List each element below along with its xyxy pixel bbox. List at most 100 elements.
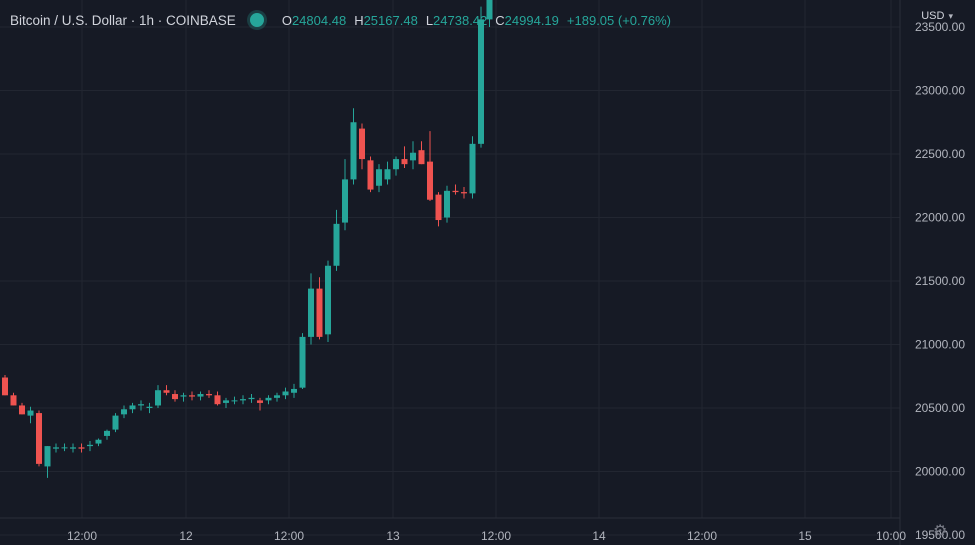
time-tick-label: 13: [386, 529, 400, 543]
candle-body: [214, 395, 221, 405]
candle: [282, 387, 289, 400]
candle-body: [367, 160, 374, 190]
candle: [299, 333, 306, 389]
candle-body: [223, 400, 229, 403]
low-key: L: [425, 12, 434, 28]
candle: [248, 394, 255, 403]
candle: [384, 161, 391, 185]
candle-body: [350, 122, 357, 180]
price-axis[interactable]: 19500.00 20000.00 20500.00 21000.00 21500.00…: [899, 0, 965, 545]
candle-body: [163, 390, 170, 393]
candle-body: [401, 159, 408, 165]
candle: [418, 141, 425, 165]
candle: [172, 390, 178, 402]
candle-body: [27, 410, 34, 416]
candle: [461, 187, 467, 199]
currency-label: USD: [921, 10, 945, 22]
currency-selector[interactable]: USD ▾: [921, 10, 953, 22]
candle: [163, 385, 170, 396]
time-tick-label: 12:00: [67, 529, 97, 543]
candle-body: [274, 395, 280, 398]
candle: [129, 402, 136, 414]
candle-body: [478, 19, 484, 144]
change-value: +189.05 (+0.76%): [566, 12, 671, 28]
candle-body: [316, 288, 323, 337]
symbol-title[interactable]: Bitcoin / U.S. Dollar · 1h · COINBASE: [10, 12, 236, 28]
time-tick-label: 12:00: [274, 529, 304, 543]
candle: [231, 396, 238, 405]
candle-body: [180, 395, 187, 397]
candle: [223, 397, 229, 408]
candle-body: [342, 179, 348, 223]
time-tick-label: 14: [592, 529, 606, 543]
candles: [2, 0, 493, 478]
candle: [410, 141, 416, 170]
live-dot-icon: [249, 13, 264, 27]
candle: [359, 123, 365, 170]
candle-body: [452, 190, 459, 193]
candle: [265, 395, 272, 405]
price-tick-label: 21500.00: [915, 274, 965, 288]
gear-icon[interactable]: ⚙: [933, 523, 948, 540]
candle-body: [172, 394, 178, 400]
candle-body: [10, 395, 17, 406]
candle-body: [444, 190, 450, 218]
candle-body: [299, 336, 306, 388]
candle-body: [87, 444, 93, 447]
candle-body: [486, 0, 493, 20]
candle: [197, 391, 204, 401]
candle: [2, 374, 8, 396]
candle: [10, 392, 17, 406]
candle-body: [384, 169, 391, 180]
candle-body: [265, 397, 272, 401]
candle: [316, 277, 323, 340]
candle-body: [53, 447, 59, 449]
candle-body: [78, 447, 85, 449]
candle: [189, 391, 195, 401]
candle: [452, 184, 459, 195]
candle-body: [44, 446, 51, 467]
time-axis[interactable]: 12:00 12 12:00 13 12:00 14 12:00 15 10:00: [0, 517, 906, 543]
chart-grid: [0, 0, 900, 536]
high-value: 25167.48: [363, 12, 418, 28]
candle: [350, 108, 357, 185]
price-tick-label: 21000.00: [915, 338, 965, 352]
candle: [333, 209, 340, 271]
time-tick-label: 12:00: [687, 529, 717, 543]
candle-body: [197, 394, 204, 397]
candle: [469, 136, 476, 199]
candle-body: [240, 399, 246, 401]
candle-body: [418, 150, 425, 165]
candle-body: [121, 409, 127, 415]
candle-body: [308, 288, 314, 337]
candle: [478, 6, 484, 148]
close-value: 24994.19: [504, 12, 559, 28]
candle-body: [189, 395, 195, 397]
candle-body: [333, 223, 340, 266]
candle: [138, 400, 144, 411]
candle-body: [393, 159, 399, 170]
candle-body: [376, 169, 382, 186]
candle: [308, 273, 314, 345]
candle-body: [469, 143, 476, 194]
candle: [146, 402, 153, 414]
candle-body: [155, 390, 161, 406]
candle: [44, 446, 51, 478]
candle-body: [104, 430, 110, 436]
candle-body: [146, 406, 153, 408]
candle: [155, 385, 161, 408]
candle: [401, 146, 408, 168]
candle: [61, 443, 68, 452]
candle: [78, 443, 85, 453]
candle: [112, 413, 119, 433]
candle: [435, 192, 442, 227]
time-tick-label: 15: [798, 529, 812, 543]
candle-body: [2, 377, 8, 396]
candle: [206, 390, 212, 398]
candle-body: [112, 415, 119, 430]
candle: [325, 260, 331, 342]
candle: [393, 156, 399, 176]
time-tick-label: 12: [179, 529, 193, 543]
candle: [70, 443, 76, 453]
